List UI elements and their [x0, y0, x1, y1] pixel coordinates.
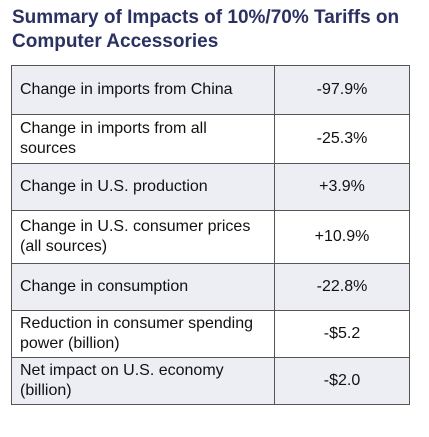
row-label: Reduction in consumer spending power (bi… — [11, 310, 275, 358]
row-value: -97.9% — [274, 65, 410, 115]
page-title: Summary of Impacts of 10%/70% Tariffs on… — [12, 7, 400, 52]
table-row: Reduction in consumer spending power (bi… — [11, 310, 410, 358]
table-row: Net impact on U.S. economy (billion) -$2… — [11, 357, 410, 405]
row-label: Change in consumption — [11, 263, 275, 311]
row-value: -$2.0 — [274, 357, 410, 405]
table-row: Change in U.S. consumer prices (all sour… — [11, 210, 410, 264]
impacts-table: Change in imports from China -97.9% Chan… — [11, 65, 410, 405]
table-row: Change in consumption -22.8% — [11, 263, 410, 311]
row-label: Change in imports from all sources — [11, 114, 275, 164]
table-row: Change in U.S. production +3.9% — [11, 163, 410, 211]
row-label: Change in U.S. production — [11, 163, 275, 211]
row-value: +3.9% — [274, 163, 410, 211]
row-label: Change in U.S. consumer prices (all sour… — [11, 210, 275, 264]
row-value: +10.9% — [274, 210, 410, 264]
row-label: Change in imports from China — [11, 65, 275, 115]
table-row: Change in imports from all sources -25.3… — [11, 114, 410, 164]
row-value: -22.8% — [274, 263, 410, 311]
table-row: Change in imports from China -97.9% — [11, 65, 410, 115]
row-label: Net impact on U.S. economy (billion) — [11, 357, 275, 405]
row-value: -25.3% — [274, 114, 410, 164]
row-value: -$5.2 — [274, 310, 410, 358]
